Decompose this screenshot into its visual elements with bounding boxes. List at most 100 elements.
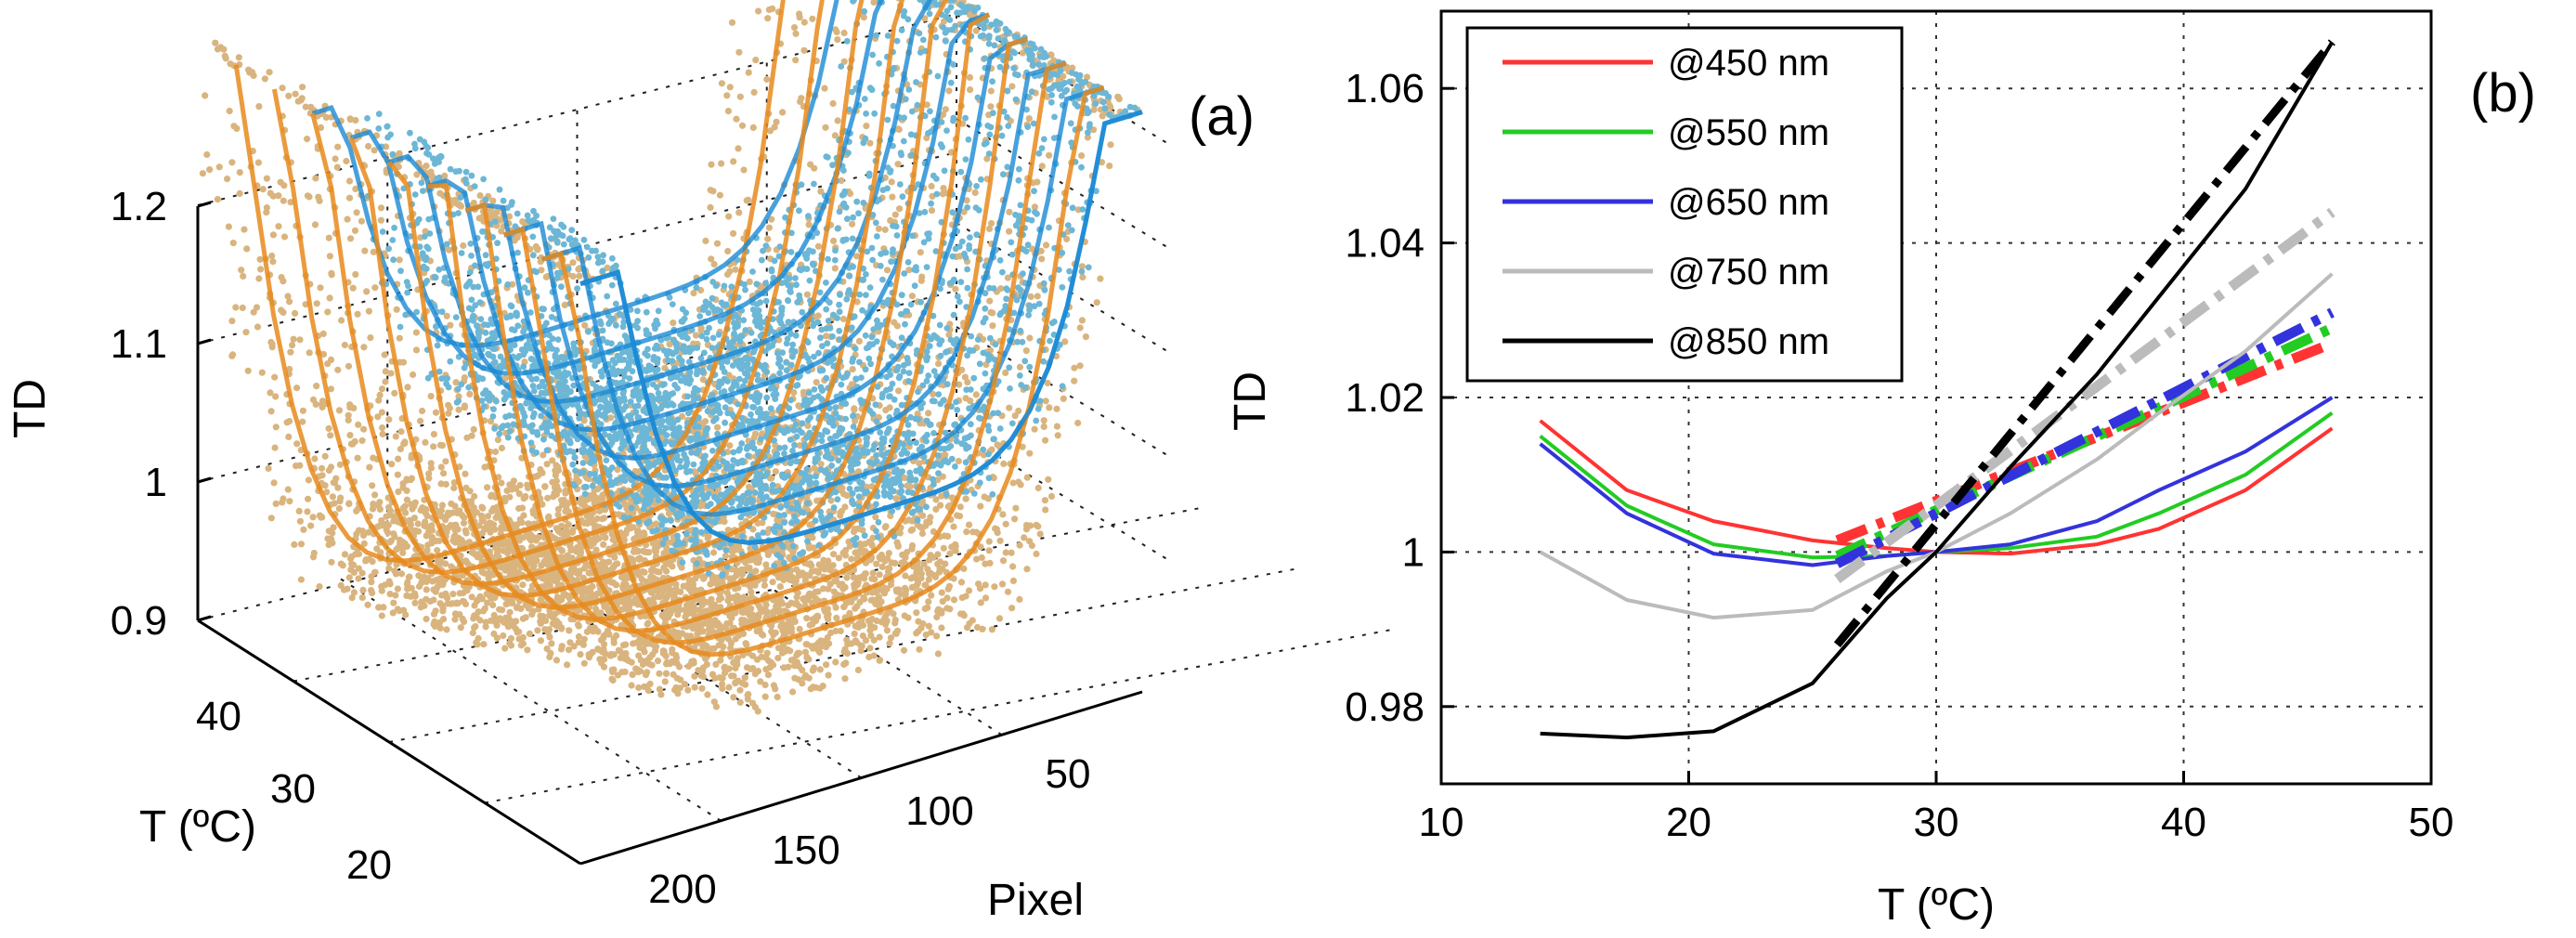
warm-data-point (804, 422, 812, 429)
warm-data-point (500, 632, 507, 640)
warm-data-point (634, 528, 642, 535)
warm-data-point (423, 615, 430, 623)
warm-data-point (806, 560, 814, 567)
warm-data-point (663, 559, 670, 567)
warm-data-point (938, 492, 945, 500)
warm-data-point (880, 590, 889, 597)
warm-data-point (581, 321, 589, 329)
warm-data-point (590, 540, 598, 547)
warm-data-point (1114, 93, 1122, 101)
warm-data-point (944, 585, 952, 593)
warm-data-point (501, 645, 509, 652)
warm-data-point (883, 618, 891, 625)
warm-data-point (817, 564, 825, 571)
warm-data-point (821, 85, 828, 92)
warm-data-point (716, 191, 724, 199)
warm-data-point (487, 418, 495, 425)
warm-data-point (430, 443, 437, 450)
warm-data-point (966, 73, 973, 81)
warm-data-point (761, 693, 769, 700)
warm-data-point (455, 393, 462, 400)
warm-data-point (451, 196, 459, 203)
warm-data-point (359, 586, 367, 594)
warm-data-point (963, 197, 970, 204)
warm-data-point (814, 640, 822, 647)
warm-data-point (1036, 530, 1044, 538)
warm-data-point (1071, 377, 1078, 384)
warm-data-point (659, 647, 668, 655)
warm-data-point (1060, 395, 1067, 402)
warm-data-point (896, 529, 904, 537)
warm-data-point (764, 671, 773, 679)
warm-data-point (519, 218, 527, 226)
warm-data-point (764, 235, 772, 242)
warm-data-point (643, 657, 650, 665)
warm-data-point (635, 684, 643, 692)
warm-data-point (774, 645, 783, 652)
warm-data-point (1008, 605, 1016, 612)
warm-data-point (1009, 577, 1017, 585)
warm-data-point (363, 288, 371, 295)
warm-data-point (814, 588, 822, 595)
warm-data-point (960, 208, 968, 215)
warm-data-point (350, 561, 358, 568)
warm-data-point (1053, 405, 1060, 412)
warm-data-point (732, 664, 739, 672)
warm-data-point (322, 113, 330, 121)
warm-data-point (830, 578, 839, 585)
warm-data-point (311, 455, 319, 462)
warm-data-point (538, 562, 545, 569)
warm-data-point (337, 581, 345, 590)
warm-data-point (873, 617, 880, 625)
warm-data-point (583, 628, 592, 635)
warm-data-point (921, 15, 929, 22)
warm-data-point (254, 159, 262, 166)
warm-data-point (964, 624, 971, 632)
warm-data-point (773, 118, 780, 125)
warm-data-point (837, 509, 844, 516)
warm-data-point (934, 551, 942, 558)
warm-data-point (787, 599, 795, 606)
warm-data-point (293, 384, 301, 392)
warm-data-point (651, 594, 658, 602)
warm-data-point (456, 507, 463, 515)
warm-data-point (263, 204, 270, 212)
warm-data-point (587, 430, 594, 437)
warm-data-point (1076, 324, 1084, 332)
warm-data-point (227, 60, 234, 68)
warm-data-point (1045, 476, 1052, 483)
warm-data-point (1019, 443, 1026, 450)
warm-data-point (614, 560, 621, 567)
warm-data-point (883, 610, 891, 618)
warm-data-point (448, 600, 455, 607)
warm-data-point (1026, 538, 1034, 545)
warm-data-point (562, 489, 569, 497)
warm-data-point (549, 457, 556, 464)
warm-data-point (397, 445, 404, 453)
warm-data-point (714, 423, 722, 431)
warm-data-point (978, 554, 985, 562)
warm-data-point (345, 177, 354, 185)
warm-data-point (860, 593, 867, 602)
warm-data-point (269, 192, 277, 200)
warm-data-point (573, 476, 580, 484)
warm-data-point (863, 123, 870, 130)
warm-data-point (418, 598, 425, 606)
warm-data-point (375, 604, 383, 611)
warm-data-point (451, 616, 459, 623)
warm-data-point (269, 258, 277, 266)
warm-data-point (489, 601, 497, 609)
warm-data-point (909, 574, 917, 581)
side-wall-gridline (956, 118, 1171, 250)
warm-data-point (725, 213, 733, 220)
warm-data-point (259, 186, 267, 193)
warm-data-point (243, 245, 251, 253)
warm-data-point (576, 272, 583, 280)
warm-data-point (827, 497, 835, 504)
warm-data-point (327, 432, 334, 439)
warm-data-point (526, 520, 533, 528)
warm-data-point (930, 390, 937, 397)
warm-data-point (750, 434, 758, 441)
warm-data-point (964, 379, 971, 386)
warm-data-point (437, 556, 445, 564)
